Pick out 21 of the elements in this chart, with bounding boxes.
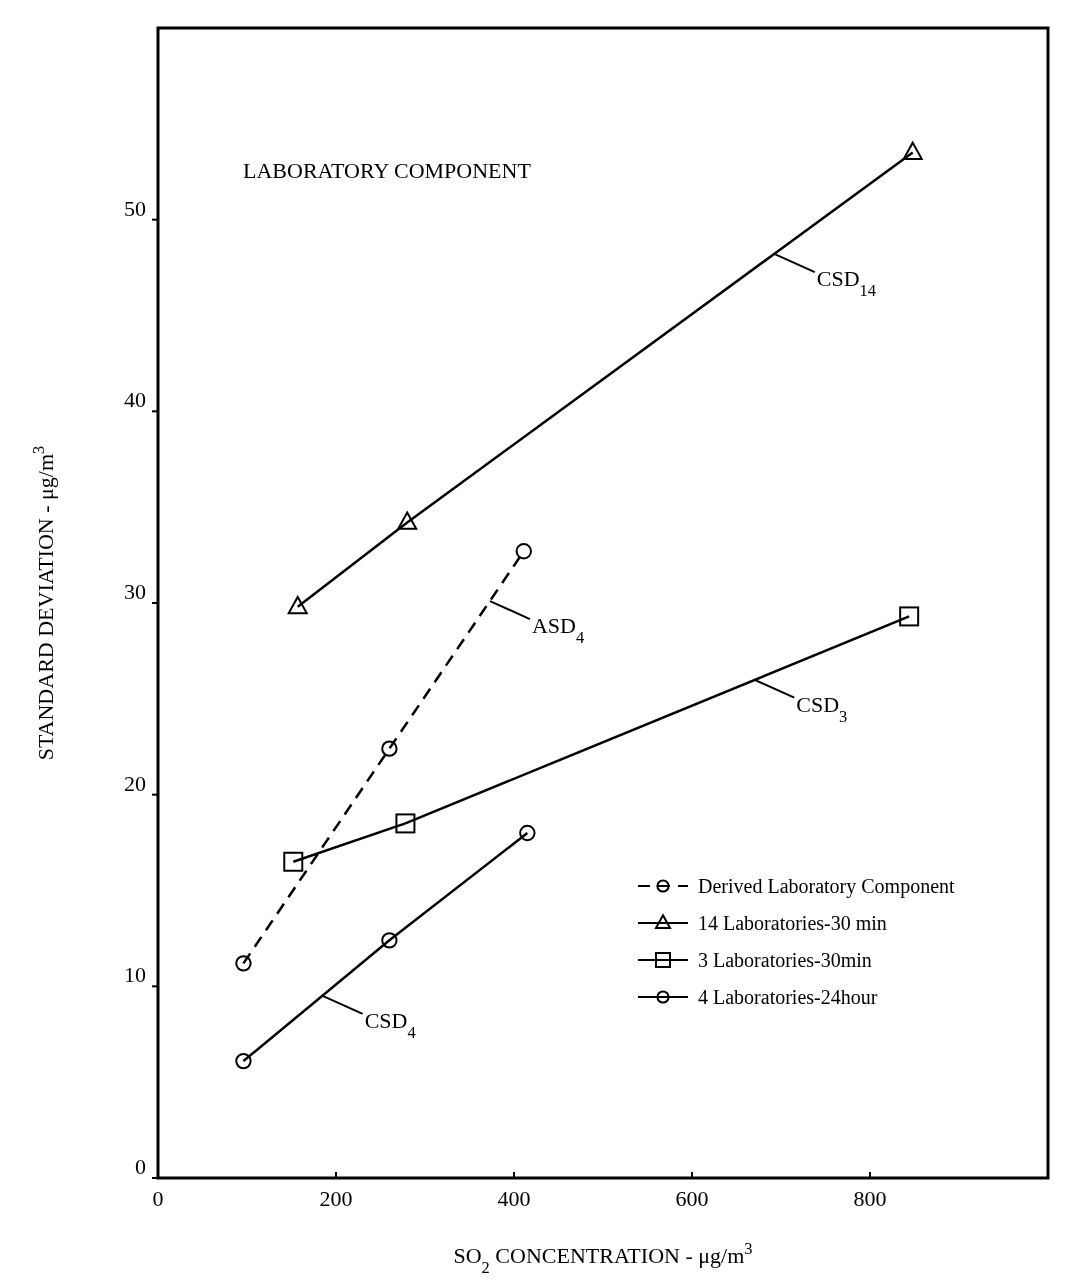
x-tick-label: 800 (853, 1186, 887, 1211)
annotation: CSD$_{3}$ (796, 691, 848, 726)
x-tick-label: 200 (319, 1186, 353, 1211)
x-tick-label: 400 (497, 1186, 531, 1211)
y-tick-label: 50 (124, 195, 146, 221)
x-tick-label: 0 (152, 1186, 164, 1211)
x-tick-label: 600 (675, 1186, 709, 1211)
legend-label: Derived Laboratory Component (698, 875, 956, 898)
y-tick-label: 10 (124, 962, 146, 988)
legend-label: 14 Laboratories-30 min (698, 912, 887, 934)
y-tick-label: 30 (124, 579, 146, 604)
y-tick-label: 0 (135, 1154, 146, 1179)
legend-label: 4 Laboratories-24hour (698, 986, 878, 1008)
x-axis-title: SO$_{2}$ CONCENTRATION - μg/m$^{3}$ (453, 1238, 753, 1277)
annotation: ASD$_{4}$ (531, 613, 585, 647)
annotation: CSD$_{4}$ (364, 1007, 416, 1042)
y-tick-label: 40 (124, 387, 146, 413)
annotation: CSD$_{14}$ (816, 266, 877, 300)
y-tick-label: 20 (124, 770, 146, 796)
text: LABORATORY COMPONENT (243, 158, 532, 183)
legend-label: 3 Laboratories-30min (698, 949, 872, 971)
